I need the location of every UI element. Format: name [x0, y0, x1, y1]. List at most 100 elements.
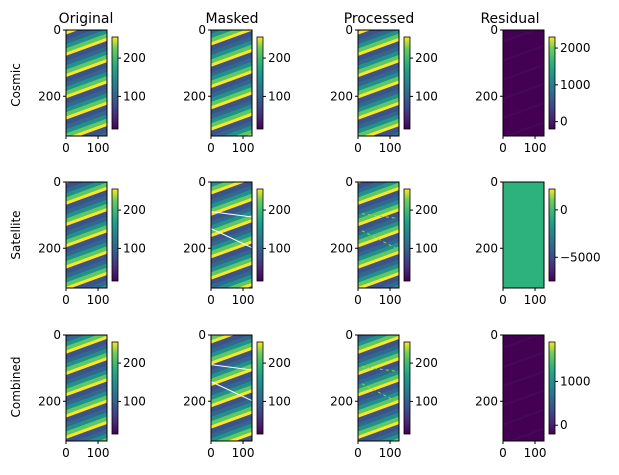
heatmap-image: [503, 182, 544, 288]
colorbar-tick-label: 200: [415, 356, 438, 370]
heatmap-image: [66, 182, 107, 288]
panel-cosmic-original: 0 200 0 100 100 200: [38, 23, 146, 155]
axes-frame: [65, 334, 108, 442]
colorbar-tick-label: −5000: [560, 250, 601, 264]
axes-frame: [210, 181, 253, 289]
y-tick-label: 200: [475, 241, 498, 255]
axes-frame: [210, 29, 253, 137]
y-tick-label: 0: [53, 23, 61, 37]
masked-line: [210, 228, 253, 249]
heatmap-image: [211, 335, 252, 441]
heatmap-image: [358, 335, 399, 441]
colorbar: [256, 188, 264, 282]
colorbar: [548, 341, 556, 435]
panel-combined-processed: 0 200 0 100 100 200: [330, 328, 438, 460]
colorbar-tick-label: 100: [268, 241, 291, 255]
y-tick-label: 200: [183, 394, 206, 408]
axes-frame: [357, 334, 400, 442]
column-title-processed: Processed: [344, 11, 415, 27]
colorbar-tick-label: 100: [415, 394, 438, 408]
y-tick-label: 0: [198, 175, 206, 189]
colorbar: [403, 341, 411, 435]
x-tick-label: 100: [524, 141, 547, 155]
y-tick-label: 0: [345, 23, 353, 37]
heatmap-image: [211, 30, 252, 136]
colorbar-tick-label: 200: [123, 203, 146, 217]
colorbar: [403, 36, 411, 130]
filled-streak: [361, 230, 396, 249]
y-tick-label: 200: [330, 89, 353, 103]
colorbar-tick-label: 200: [415, 51, 438, 65]
masked-line: [210, 381, 253, 402]
heatmap-image: [66, 30, 107, 136]
colorbar-tick-label: 0: [560, 115, 568, 129]
masked-line: [210, 364, 253, 371]
colorbar-tick-label: 200: [123, 356, 146, 370]
y-tick-label: 0: [490, 23, 498, 37]
x-tick-label: 100: [524, 446, 547, 460]
colorbar: [111, 341, 119, 435]
heatmap-image: [358, 30, 399, 136]
y-tick-label: 200: [330, 394, 353, 408]
axes-frame: [210, 334, 253, 442]
filled-streak: [361, 383, 396, 402]
x-tick-label: 0: [354, 141, 362, 155]
column-title-masked: Masked: [205, 11, 258, 27]
axes-frame: [65, 29, 108, 137]
panel-combined-masked: 0 200 0 100 100 200: [183, 328, 291, 460]
colorbar: [256, 341, 264, 435]
x-tick-label: 0: [354, 446, 362, 460]
x-tick-label: 0: [354, 293, 362, 307]
panel-cosmic-masked: 0 200 0 100 100 200: [183, 23, 291, 155]
x-tick-label: 100: [232, 141, 255, 155]
colorbar: [256, 36, 264, 130]
heatmap-image: [503, 335, 544, 441]
colorbar-tick-label: 100: [268, 89, 291, 103]
row-label-combined: Combined: [9, 357, 23, 418]
panel-cosmic-processed: 0 200 0 100 100 200: [330, 23, 438, 155]
x-tick-label: 0: [62, 293, 70, 307]
colorbar-tick-label: 100: [123, 89, 146, 103]
y-tick-label: 0: [53, 175, 61, 189]
y-tick-label: 0: [53, 328, 61, 342]
x-tick-label: 0: [207, 141, 215, 155]
panel-combined-original: 0 200 0 100 100 200: [38, 328, 146, 460]
panel-satellite-processed: 0 200 0 100 100 200: [330, 175, 438, 307]
heatmap-image: [211, 182, 252, 288]
column-title-residual: Residual: [480, 11, 539, 27]
row-label-satellite: Satellite: [9, 210, 23, 259]
y-tick-label: 200: [330, 241, 353, 255]
y-tick-label: 200: [475, 394, 498, 408]
y-tick-label: 0: [345, 175, 353, 189]
heatmap-image: [66, 335, 107, 441]
colorbar: [548, 36, 556, 130]
colorbar-tick-label: 1000: [560, 78, 591, 92]
panel-satellite-masked: 0 200 0 100 100 200: [183, 175, 291, 307]
y-tick-label: 200: [183, 89, 206, 103]
x-tick-label: 100: [87, 446, 110, 460]
axes-frame: [65, 181, 108, 289]
x-tick-label: 0: [62, 446, 70, 460]
axes-frame: [502, 181, 545, 289]
colorbar-tick-label: 100: [268, 394, 291, 408]
y-tick-label: 200: [38, 89, 61, 103]
x-tick-label: 0: [499, 293, 507, 307]
y-tick-label: 0: [490, 175, 498, 189]
row-label-cosmic: Cosmic: [9, 63, 23, 107]
x-tick-label: 100: [524, 293, 547, 307]
colorbar-tick-label: 0: [560, 203, 568, 217]
x-tick-label: 100: [379, 293, 402, 307]
x-tick-label: 100: [87, 293, 110, 307]
x-tick-label: 0: [499, 446, 507, 460]
axes-frame: [357, 181, 400, 289]
panel-satellite-residual: 0 200 0 100 −5000 0: [475, 175, 601, 307]
colorbar-tick-label: 100: [123, 241, 146, 255]
column-title-original: Original: [59, 11, 114, 27]
colorbar-tick-label: 2000: [560, 41, 591, 55]
colorbar-tick-label: 200: [415, 203, 438, 217]
colorbar-tick-label: 200: [268, 51, 291, 65]
colorbar-tick-label: 100: [415, 89, 438, 103]
